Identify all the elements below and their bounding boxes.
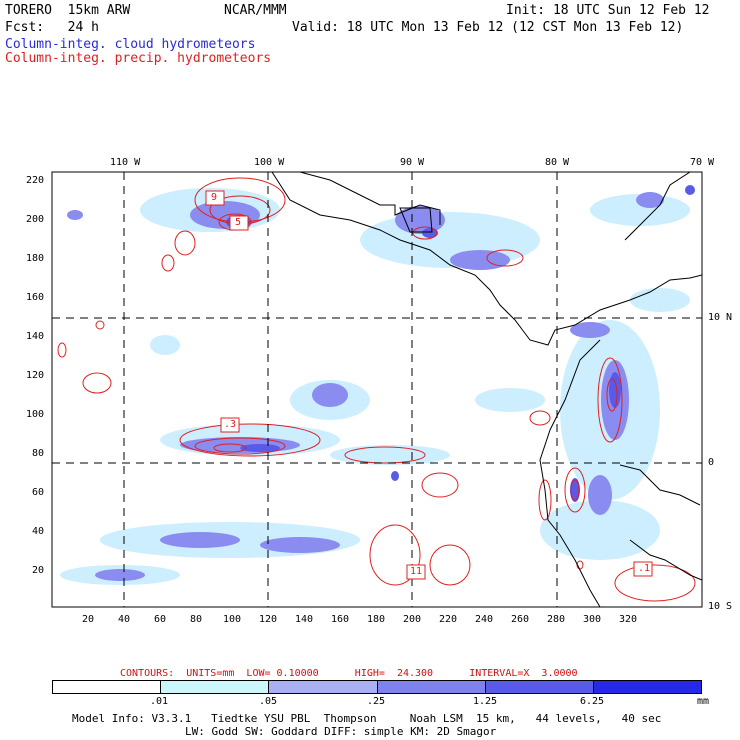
colorbar-label: 1.25 [473,696,498,707]
y-tick: 20 [32,565,45,576]
colorbar-label: .05 [259,696,278,707]
colorbar-bin [269,681,378,693]
contour-label-5: 5 [235,217,242,228]
valid-time: Valid: 18 UTC Mon 13 Feb 12 (12 CST Mon … [292,20,684,35]
lon-label-80w: 80 W [545,157,570,168]
y-tick: 100 [26,409,45,420]
x-tick: 20 [82,614,95,625]
lon-label-70w: 70 W [690,157,715,168]
colorbar-label: .01 [150,696,169,707]
colorbar-unit: mm [697,696,710,707]
colorbar-label: .25 [367,696,386,707]
x-tick: 140 [295,614,314,625]
y-tick: 120 [26,370,45,381]
colorbar [52,680,702,694]
coastlines [271,172,702,607]
lon-label-90w: 90 W [400,157,425,168]
init-time: Init: 18 UTC Sun 12 Feb 12 [506,3,710,18]
x-tick: 100 [223,614,242,625]
lat-label-0: 0 [708,457,715,468]
x-tick: 260 [511,614,530,625]
lon-label-110w: 110 W [110,157,141,168]
colorbar-bin [593,681,702,693]
colorbar-bin [377,681,486,693]
y-tick: 160 [26,292,45,303]
cloud-dense-field [226,185,695,502]
x-tick: 80 [190,614,203,625]
x-tick: 180 [367,614,386,625]
lat-lon-grid [52,172,702,607]
x-tick: 60 [154,614,167,625]
y-tick: 80 [32,448,45,459]
org-label: NCAR/MMM [224,3,287,18]
forecast-hour: Fcst: 24 h [5,20,99,35]
contour-label-11: 11 [410,566,423,577]
colorbar-bin [485,681,594,693]
x-tick: 240 [475,614,494,625]
y-tick: 40 [32,526,45,537]
map-frame [51,171,703,608]
precip-contours [57,177,696,602]
colorbar-label: 6.25 [580,696,605,707]
colorbar-bin [161,681,270,693]
contour-label-9: 9 [211,192,218,203]
model-title: TORERO 15km ARW [5,3,131,18]
field-precip-label: Column-integ. precip. hydrometeors [5,51,272,66]
lat-label-10s: 10 S [708,601,733,612]
cloud-medium-field [67,192,664,581]
x-tick: 160 [331,614,350,625]
y-tick: 220 [26,175,45,186]
colorbar-bin [53,681,162,693]
y-tick: 180 [26,253,45,264]
y-tick: 140 [26,331,45,342]
x-tick: 220 [439,614,458,625]
contour-label-1: .1 [638,563,651,574]
lon-label-100w: 100 W [254,157,285,168]
model-info-line2: LW: Godd SW: Goddard DIFF: simple KM: 2D… [185,725,497,738]
field-cloud-label: Column-integ. cloud hydrometeors [5,37,256,52]
x-tick: 280 [547,614,566,625]
x-tick: 40 [118,614,131,625]
x-tick: 300 [583,614,602,625]
cloud-light-field [60,188,690,585]
y-tick: 60 [32,487,45,498]
model-info-line1: Model Info: V3.3.1 Tiedtke YSU PBL Thomp… [72,712,662,725]
x-tick: 200 [403,614,422,625]
x-tick: 120 [259,614,278,625]
contours-info: CONTOURS: UNITS=mm LOW= 0.10000 HIGH= 24… [120,668,578,679]
contour-label-3: .3 [224,419,237,430]
y-tick: 200 [26,214,45,225]
lat-label-10n: 10 N [708,312,733,323]
x-tick: 320 [619,614,638,625]
